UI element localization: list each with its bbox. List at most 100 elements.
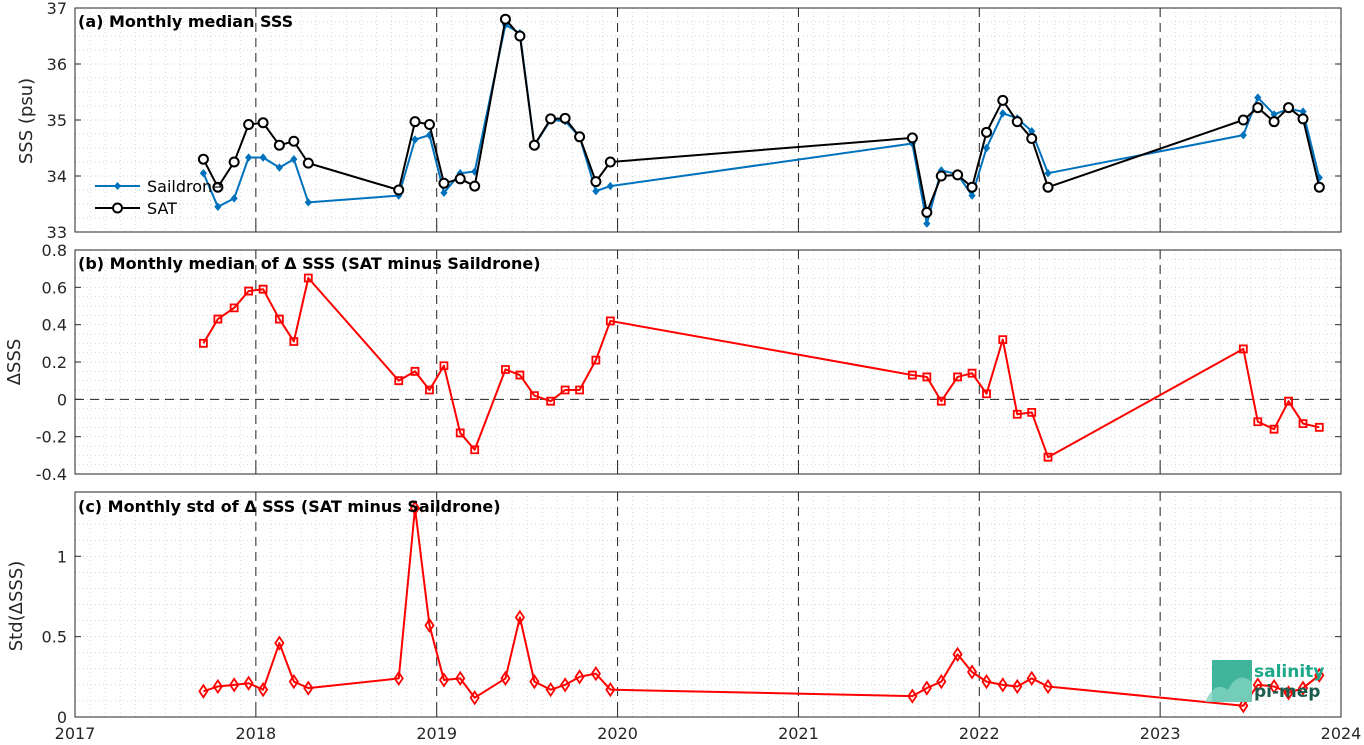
logo-wave-icon xyxy=(1205,677,1252,702)
data-point xyxy=(546,396,556,406)
data-point xyxy=(423,118,435,130)
data-point xyxy=(559,112,571,124)
logo-line1: salinity xyxy=(1254,662,1324,682)
y-tick-label: 0.6 xyxy=(42,278,67,297)
x-tick-label: 2022 xyxy=(959,724,1000,743)
data-point xyxy=(1313,181,1325,193)
y-tick-label: 36 xyxy=(47,55,67,74)
data-point xyxy=(409,116,421,128)
data-point xyxy=(1315,173,1323,182)
data-point xyxy=(303,680,314,696)
data-point xyxy=(936,674,947,690)
panel-b: -0.4 -0.2 0 0.2 0.4 0.6 0.8 xyxy=(36,241,1342,484)
data-point xyxy=(470,445,480,455)
data-point xyxy=(197,153,209,165)
series-sat xyxy=(197,13,1325,218)
data-point xyxy=(967,368,977,378)
data-point xyxy=(1268,678,1280,695)
data-point xyxy=(1026,132,1038,144)
data-point xyxy=(1284,396,1293,406)
data-point xyxy=(936,396,946,406)
data-point xyxy=(998,335,1008,344)
data-point xyxy=(591,355,601,365)
data-point xyxy=(289,337,299,346)
data-point xyxy=(245,153,253,162)
panel-c-ylabel: Std(ΔSSS) xyxy=(6,561,27,652)
data-point xyxy=(393,184,405,196)
data-point xyxy=(395,191,403,200)
data-point xyxy=(1238,698,1249,714)
data-point xyxy=(212,181,224,193)
data-point xyxy=(199,338,208,348)
data-point xyxy=(605,316,615,326)
axes-frame xyxy=(74,491,1342,718)
legend-sat-label: SAT xyxy=(147,199,177,218)
data-point xyxy=(574,131,586,143)
data-point xyxy=(394,376,404,386)
data-point xyxy=(1238,344,1248,354)
data-point xyxy=(1044,169,1052,178)
panel-a-ylabel: SSS (psu) xyxy=(16,78,37,164)
y-tick-label: 0.4 xyxy=(42,316,67,335)
data-point xyxy=(214,202,222,211)
data-point xyxy=(952,646,963,662)
legend-saildrone-label: Saildrone xyxy=(147,177,222,196)
data-point xyxy=(425,385,434,395)
data-point xyxy=(243,118,255,130)
data-point xyxy=(1268,116,1280,128)
data-point xyxy=(982,143,991,153)
data-point xyxy=(1269,424,1279,434)
data-point xyxy=(455,428,465,438)
data-point xyxy=(1239,130,1247,140)
legend: Saildrone SAT xyxy=(95,177,222,218)
data-point xyxy=(575,385,584,395)
data-point xyxy=(966,664,978,680)
data-point xyxy=(258,682,269,698)
data-point xyxy=(455,670,466,687)
y-tick-label: 0.2 xyxy=(42,353,67,372)
data-point xyxy=(590,176,602,188)
panel-grid xyxy=(75,8,1341,232)
data-point xyxy=(440,188,448,197)
data-point xyxy=(1012,409,1022,419)
panel-c-title: (c) Monthly std of Δ SSS (SAT minus Sail… xyxy=(78,497,501,516)
data-point xyxy=(304,198,312,207)
data-point xyxy=(302,157,314,169)
data-point xyxy=(1042,181,1054,193)
x-tick-label: 2024 xyxy=(1321,724,1362,743)
data-point xyxy=(1298,419,1308,428)
data-point xyxy=(499,13,511,25)
data-point xyxy=(258,284,268,294)
data-point xyxy=(288,135,300,147)
panel-c: 0 0.5 1 2017 2018 2019 2020 2021 2022 2023 2024 xyxy=(42,491,1362,743)
data-point xyxy=(1011,116,1023,128)
data-point xyxy=(982,389,991,399)
y-tick-label: 0.5 xyxy=(42,628,67,647)
data-point xyxy=(921,680,932,696)
data-point xyxy=(244,286,254,296)
data-point xyxy=(907,688,918,704)
data-point xyxy=(500,670,511,687)
data-point xyxy=(303,273,313,283)
data-point xyxy=(997,677,1008,693)
data-point xyxy=(288,674,299,690)
data-point xyxy=(935,170,947,182)
data-point xyxy=(1254,93,1262,102)
data-point xyxy=(243,675,254,691)
data-point xyxy=(528,139,540,151)
data-point xyxy=(230,194,238,203)
panel-grid xyxy=(75,492,1341,717)
data-point xyxy=(1237,114,1249,126)
data-point xyxy=(604,156,616,168)
data-point xyxy=(274,314,284,324)
data-point xyxy=(229,677,240,693)
y-tick-label: 37 xyxy=(47,0,67,18)
legend-saildrone-marker xyxy=(114,182,121,190)
series-line xyxy=(202,23,1321,225)
salinity-pimep-logo: salinity pi-mep xyxy=(1205,660,1324,702)
y-tick-label: 33 xyxy=(47,223,67,242)
data-point xyxy=(592,186,600,196)
data-point xyxy=(981,126,993,138)
data-point xyxy=(229,303,239,313)
